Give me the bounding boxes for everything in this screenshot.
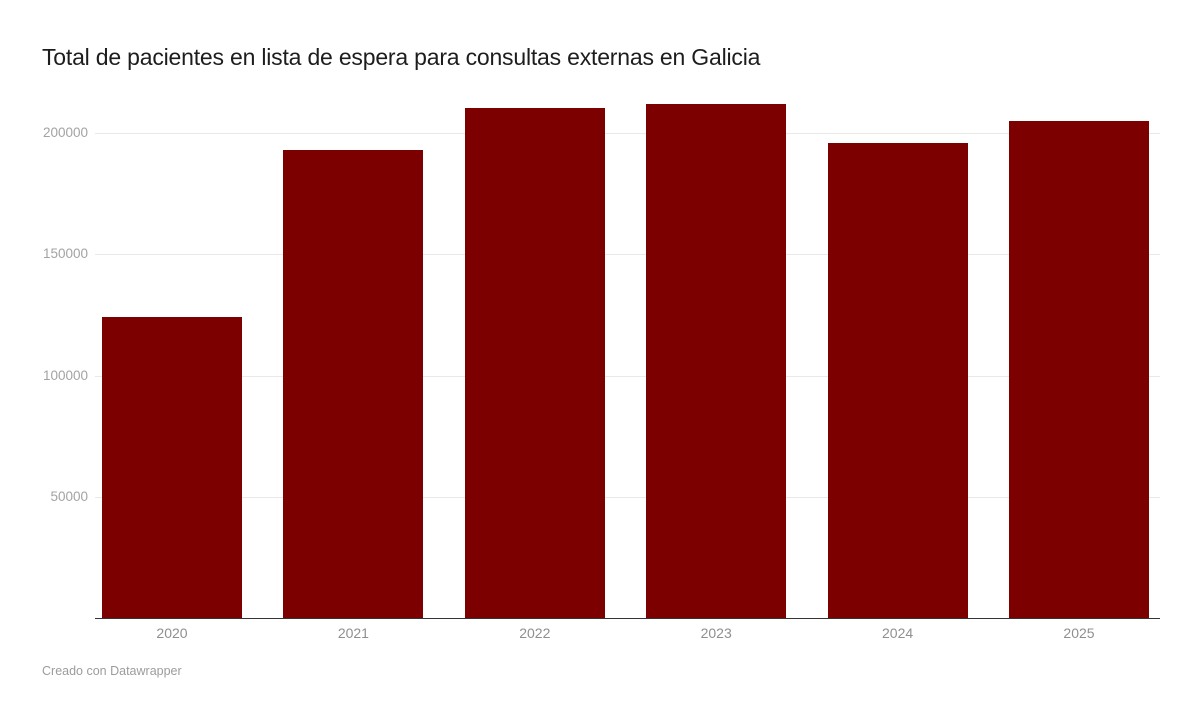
x-tick-label-2022: 2022 [519, 625, 551, 641]
x-tick-label-2023: 2023 [700, 625, 732, 641]
y-tick-label-150000: 150000 [42, 246, 88, 262]
y-tick-label-50000: 50000 [50, 488, 88, 504]
gridline-150000 [95, 254, 1160, 256]
gridline-50000 [95, 496, 1160, 498]
bar-2022 [464, 107, 605, 618]
bar-2020 [102, 317, 242, 618]
x-tick-label-2024: 2024 [882, 625, 914, 641]
x-tick-label-2021: 2021 [337, 625, 369, 641]
bar-2024 [827, 142, 968, 618]
y-tick-label-100000: 100000 [42, 367, 88, 383]
gridline-200000 [95, 133, 1160, 134]
x-tick-label-2025: 2025 [1063, 625, 1095, 641]
bar-2023 [646, 103, 787, 618]
bar-2025 [1009, 120, 1149, 618]
x-axis-line [95, 618, 1160, 619]
gridline-100000 [95, 375, 1160, 377]
y-tick-label-200000: 200000 [42, 125, 88, 140]
datawrapper-attribution-link[interactable]: Creado con Datawrapper [42, 664, 182, 678]
bar-2021 [283, 149, 424, 618]
chart-title: Total de pacientes en lista de espera pa… [42, 44, 761, 70]
x-tick-label-2020: 2020 [156, 625, 188, 641]
